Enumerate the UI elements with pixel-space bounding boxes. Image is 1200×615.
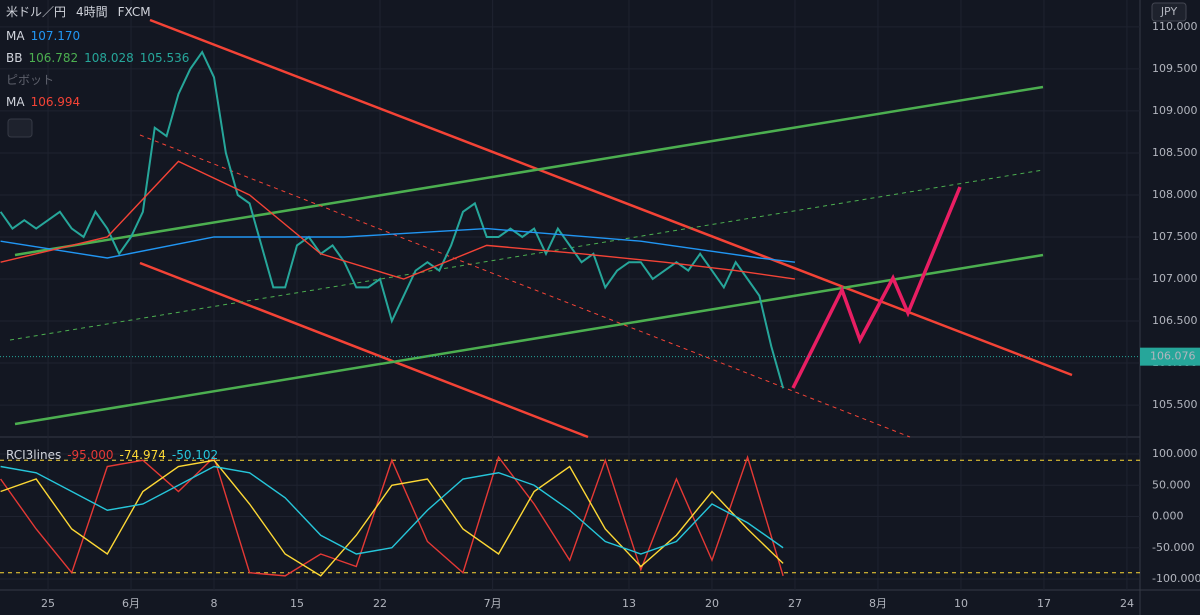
trendline bbox=[149, 18, 1073, 377]
legend-name: MA bbox=[6, 95, 25, 109]
x-tick-label: 20 bbox=[705, 597, 719, 610]
x-tick-label: 24 bbox=[1120, 597, 1134, 610]
legend-row: MA 106.994 bbox=[6, 95, 80, 109]
legend-row: BB 106.782 108.028 105.536 bbox=[6, 51, 189, 65]
legend-name: BB bbox=[6, 51, 22, 65]
y-tick-label: 107.500 bbox=[1152, 230, 1198, 243]
source: FXCM bbox=[118, 5, 151, 19]
y-tick-label: 100.000 bbox=[1152, 447, 1198, 460]
y-tick-label: 0.000 bbox=[1152, 510, 1184, 523]
x-tick-label: 10 bbox=[954, 597, 968, 610]
rci-legend: RCI3lines -95.000 -74.974 -50.102 bbox=[6, 448, 218, 462]
symbol-name: 米ドル／円 bbox=[6, 5, 66, 19]
y-tick-label: 108.000 bbox=[1152, 188, 1198, 201]
y-tick-label: -50.000 bbox=[1152, 541, 1194, 554]
price-tag bbox=[1140, 347, 1200, 366]
x-tick-label: 8月 bbox=[869, 597, 887, 610]
series-line bbox=[0, 50, 785, 389]
x-tick-label: 13 bbox=[622, 597, 636, 610]
legend-value: 107.170 bbox=[31, 29, 81, 43]
series-line bbox=[0, 465, 784, 555]
y-tick-label: 108.500 bbox=[1152, 146, 1198, 159]
x-tick-label: 22 bbox=[373, 597, 387, 610]
legend-value: 106.782 bbox=[28, 51, 78, 65]
currency-box bbox=[1151, 2, 1187, 22]
rci-title: RCI3lines bbox=[6, 448, 61, 462]
interval: 4時間 bbox=[76, 5, 108, 19]
legend-value: 105.536 bbox=[140, 51, 190, 65]
y-tick-label: 109.000 bbox=[1152, 104, 1198, 117]
y-tick-label: -100.000 bbox=[1152, 572, 1200, 585]
x-tick-label: 8 bbox=[211, 597, 218, 610]
x-tick-label: 17 bbox=[1037, 597, 1051, 610]
y-tick-label: 107.000 bbox=[1152, 272, 1198, 285]
y-tick-label: 106.500 bbox=[1152, 314, 1198, 327]
legend: MA 107.170 BB 106.782 108.028 105.536 ピボット MA 10… bbox=[6, 29, 189, 109]
trendline bbox=[9, 169, 1044, 341]
trendline bbox=[14, 253, 1044, 426]
legend-value: 108.028 bbox=[84, 51, 134, 65]
rci-values: -95.000 -74.974 -50.102 bbox=[67, 448, 218, 462]
legend-name: ピボット bbox=[6, 73, 54, 87]
plots bbox=[0, 50, 1140, 577]
y-tick-label: 110.000 bbox=[1152, 20, 1198, 33]
series-line bbox=[0, 160, 796, 280]
legend-row: ピボット bbox=[6, 73, 54, 87]
currency: JPY bbox=[1160, 5, 1178, 18]
projection bbox=[791, 186, 962, 389]
price-tag-label: 106.076 bbox=[1150, 350, 1196, 363]
rci-value: -50.102 bbox=[172, 448, 218, 462]
x-tick-label: 7月 bbox=[484, 597, 502, 610]
legend-value: 106.994 bbox=[31, 95, 81, 109]
series-line bbox=[0, 459, 784, 577]
x-tick-label: 25 bbox=[41, 597, 55, 610]
trendline bbox=[139, 261, 589, 439]
collapse-button[interactable] bbox=[7, 118, 33, 138]
series-line bbox=[0, 454, 784, 577]
trendline bbox=[14, 85, 1044, 257]
y-tick-label: 109.500 bbox=[1152, 62, 1198, 75]
x-tick-label: 15 bbox=[290, 597, 304, 610]
rci-value: -74.974 bbox=[120, 448, 166, 462]
legend-name: MA bbox=[6, 29, 25, 43]
y-tick-label: 105.500 bbox=[1152, 398, 1198, 411]
series-line bbox=[0, 227, 796, 263]
x-tick-label: 27 bbox=[788, 597, 802, 610]
legend-row: MA 107.170 bbox=[6, 29, 80, 43]
symbol: 米ドル／円 4時間 FXCM bbox=[6, 5, 151, 19]
y-tick-label: 50.000 bbox=[1152, 478, 1191, 491]
rci-value: -95.000 bbox=[67, 448, 113, 462]
x-tick-label: 6月 bbox=[122, 597, 140, 610]
